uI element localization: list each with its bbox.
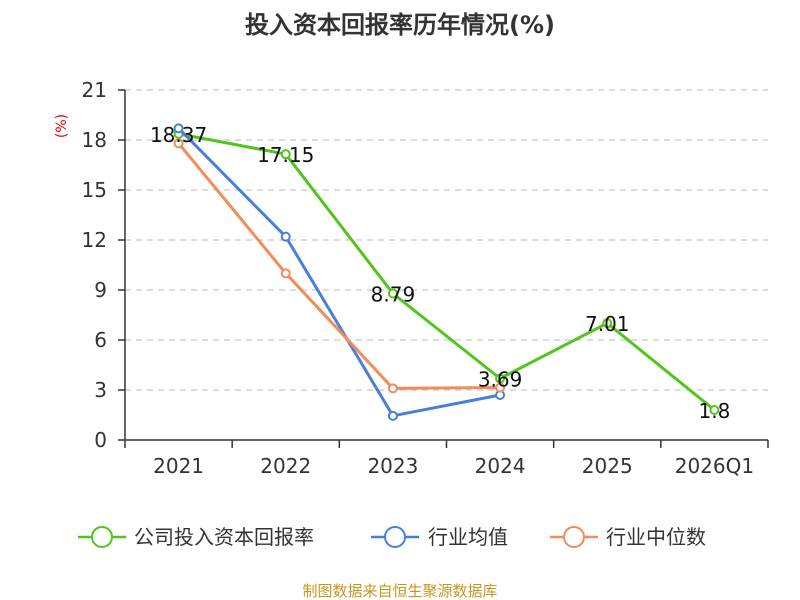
source-note: 制图数据来自恒生聚源数据库 (302, 582, 497, 600)
y-tick-label: 12 (82, 228, 107, 252)
legend-label: 行业均值 (428, 525, 508, 549)
y-tick-label: 6 (94, 328, 107, 352)
x-tick-label: 2022 (260, 454, 311, 478)
data-label: 3.69 (478, 368, 523, 392)
legend-item[interactable]: 行业均值 (371, 525, 508, 549)
x-tick-label: 2024 (475, 454, 526, 478)
data-point (173, 138, 184, 149)
series-line (177, 142, 501, 390)
legend-label: 公司投入资本回报率 (134, 525, 314, 549)
legend-item[interactable]: 公司投入资本回报率 (78, 525, 314, 549)
series-line (178, 132, 716, 412)
y-tick-label: 9 (94, 278, 107, 302)
data-point (173, 123, 184, 134)
legend-marker (91, 526, 113, 548)
data-label: 17.15 (257, 143, 314, 167)
y-tick-label: 3 (94, 378, 107, 402)
y-axis-label: (%) (54, 114, 70, 138)
data-point (280, 268, 291, 279)
legend-marker (563, 526, 585, 548)
y-tick-label: 18 (82, 128, 107, 152)
legend-label: 行业中位数 (606, 525, 706, 549)
x-tick-label: 2023 (367, 454, 418, 478)
legend-item[interactable]: 行业中位数 (550, 525, 706, 549)
y-tick-label: 15 (82, 178, 107, 202)
data-point (280, 149, 291, 160)
x-tick-label: 2026Q1 (675, 454, 754, 478)
y-tick-label: 0 (94, 428, 107, 452)
data-point (387, 288, 398, 299)
data-label: 8.79 (371, 283, 416, 307)
data-label: 1.8 (699, 399, 731, 423)
data-point (602, 318, 613, 329)
series-line (177, 127, 501, 418)
data-point (709, 405, 720, 415)
data-point (387, 410, 398, 421)
legend-marker (384, 526, 406, 548)
data-point (387, 383, 398, 394)
y-tick-label: 21 (82, 78, 107, 102)
data-point (495, 382, 506, 393)
chart-title: 投入资本回报率历年情况(%) (245, 11, 555, 39)
x-tick-label: 2025 (582, 454, 633, 478)
data-label: 7.01 (585, 312, 630, 336)
data-point (280, 231, 291, 242)
data-label: 18.37 (150, 123, 207, 147)
x-tick-label: 2021 (153, 454, 204, 478)
